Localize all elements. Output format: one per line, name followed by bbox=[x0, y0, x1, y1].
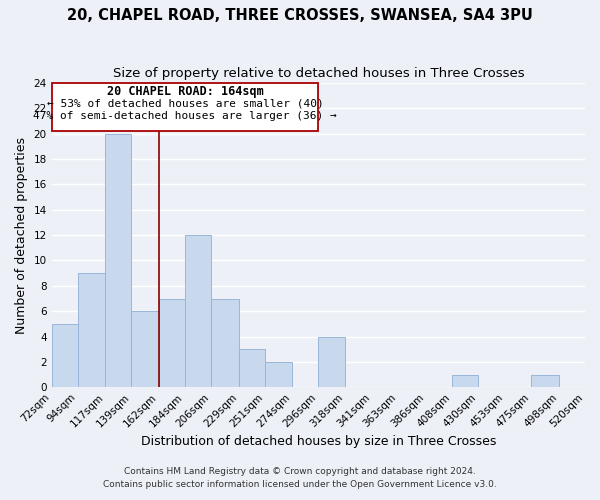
Bar bbox=[159, 298, 185, 387]
Bar bbox=[211, 298, 239, 387]
Bar bbox=[239, 349, 265, 387]
Bar bbox=[452, 374, 478, 387]
Text: Contains HM Land Registry data © Crown copyright and database right 2024.
Contai: Contains HM Land Registry data © Crown c… bbox=[103, 468, 497, 489]
Bar bbox=[185, 235, 211, 387]
Bar bbox=[78, 273, 105, 387]
Bar bbox=[532, 374, 559, 387]
Bar bbox=[265, 362, 292, 387]
Text: ← 53% of detached houses are smaller (40): ← 53% of detached houses are smaller (40… bbox=[47, 98, 323, 108]
FancyBboxPatch shape bbox=[52, 83, 319, 130]
Bar bbox=[52, 324, 78, 387]
Text: 47% of semi-detached houses are larger (36) →: 47% of semi-detached houses are larger (… bbox=[33, 111, 337, 121]
Text: 20 CHAPEL ROAD: 164sqm: 20 CHAPEL ROAD: 164sqm bbox=[107, 86, 263, 98]
Bar bbox=[131, 311, 159, 387]
Y-axis label: Number of detached properties: Number of detached properties bbox=[15, 136, 28, 334]
Bar bbox=[319, 336, 344, 387]
Text: 20, CHAPEL ROAD, THREE CROSSES, SWANSEA, SA4 3PU: 20, CHAPEL ROAD, THREE CROSSES, SWANSEA,… bbox=[67, 8, 533, 22]
Bar bbox=[105, 134, 131, 387]
X-axis label: Distribution of detached houses by size in Three Crosses: Distribution of detached houses by size … bbox=[140, 434, 496, 448]
Title: Size of property relative to detached houses in Three Crosses: Size of property relative to detached ho… bbox=[113, 68, 524, 80]
